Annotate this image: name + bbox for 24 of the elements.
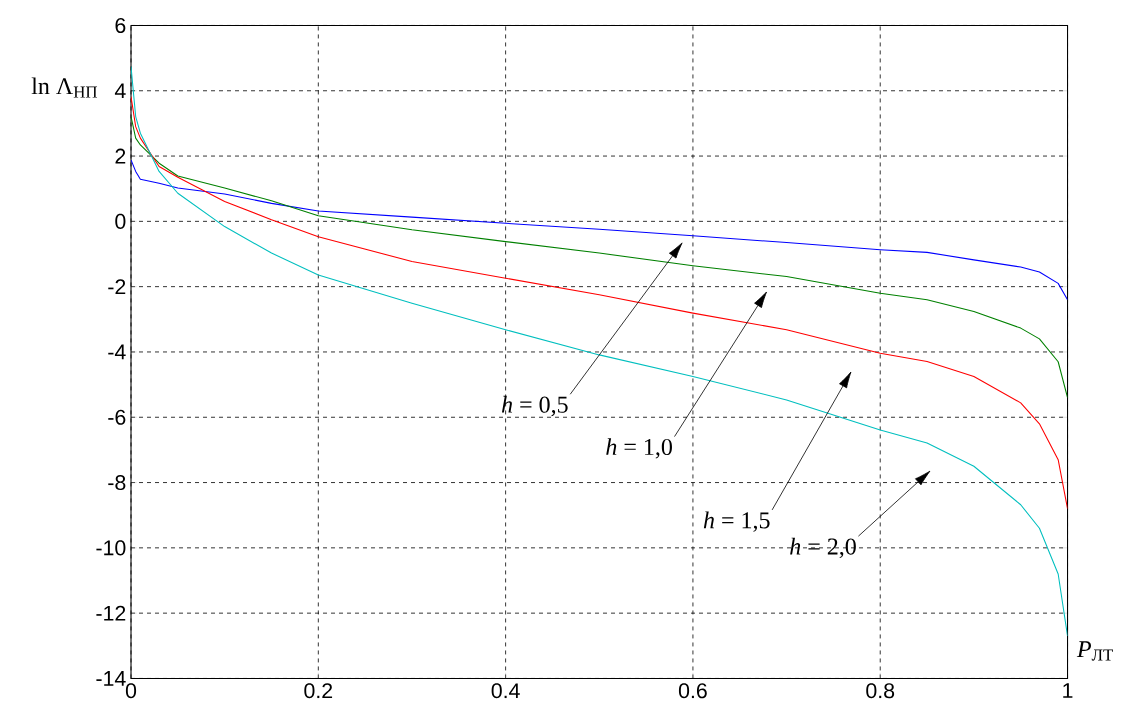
y-tick-label: -4 [108,344,126,360]
y-tick-label: -12 [96,605,126,621]
y-tick-label: -8 [108,475,126,491]
x-tick-label: 0.6 [678,683,707,699]
y-tick-label: -6 [108,409,126,425]
x-tick-label: 0.2 [304,683,333,699]
x-tick-label: 0.4 [491,683,520,699]
y-tick-label: -2 [108,279,126,295]
y-tick-label: 6 [115,17,126,34]
y-tick-label: 4 [114,83,126,99]
y-tick-label: 0 [115,213,126,229]
line-series [131,159,1068,301]
x-tick-label: 0.8 [866,683,895,699]
x-tick-label: 0 [125,683,137,699]
annotation: h = 0,5 [501,395,568,417]
annotation: h = 2,0 [790,537,856,559]
y-tick-label: 2 [115,148,126,164]
y-axis-title: ln Λ$_{НП}$ [31,77,98,98]
annotation: h = 1,5 [703,511,770,532]
x-tick-label: 1 [1063,683,1073,698]
y-tick-label: -14 [96,671,126,686]
annotation: h = 1,0 [606,438,672,459]
x-axis-title: P$_{ЛТ}$ [1076,641,1113,661]
y-tick-label: -10 [96,540,126,556]
